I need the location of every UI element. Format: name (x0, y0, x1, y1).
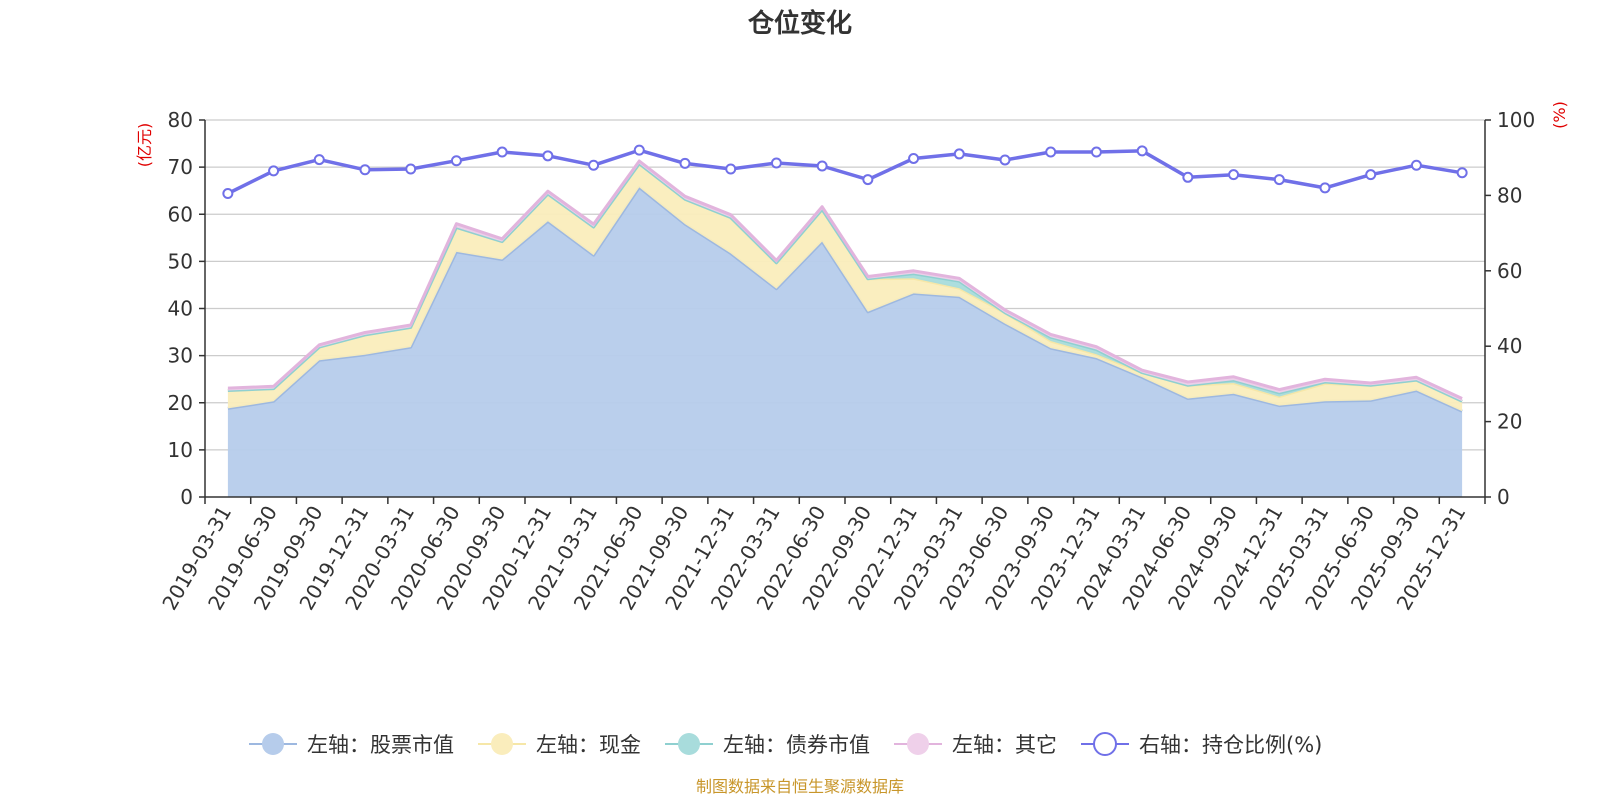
ratio-point (313, 154, 325, 166)
area-line-series-4 (227, 159, 1463, 400)
ratio-point (1182, 171, 1194, 183)
ratio-point (862, 174, 874, 186)
legend-label: 右轴：持仓比例(%) (1139, 733, 1322, 757)
right-axis-unit: (%) (1550, 101, 1569, 129)
legend-swatch-marker (491, 733, 513, 755)
right-tick-label: 80 (1497, 183, 1522, 207)
ratio-point (1319, 182, 1331, 194)
right-tick-label: 0 (1497, 485, 1510, 509)
legend-item-1[interactable]: 左轴：股票市值 (249, 733, 454, 757)
ratio-point (496, 146, 508, 158)
ratio-point (405, 163, 417, 175)
left-tick-label: 60 (168, 202, 193, 226)
legend-label: 左轴：现金 (536, 733, 641, 757)
ratio-point (542, 150, 554, 162)
ratio-point (908, 152, 920, 164)
ratio-point (1456, 167, 1468, 179)
area-series-1 (227, 187, 1463, 497)
left-tick-label: 50 (168, 249, 193, 273)
legend-swatch-marker (907, 733, 929, 755)
legend-item-2[interactable]: 左轴：现金 (478, 733, 641, 757)
legend-item-3[interactable]: 左轴：债券市值 (665, 733, 870, 757)
area-series-2 (227, 163, 1463, 412)
data-source-note: 制图数据来自恒生聚源数据库 (696, 777, 904, 796)
ratio-point (953, 148, 965, 160)
ratio-point (1136, 145, 1148, 157)
ratio-line (227, 148, 1463, 196)
ratio-point (359, 164, 371, 176)
ratio-point (725, 163, 737, 175)
ratio-point (1365, 169, 1377, 181)
left-axis-unit: (亿元) (135, 123, 154, 168)
ratio-point (268, 165, 280, 177)
right-tick-label: 100 (1497, 108, 1535, 132)
legend-swatch-marker (678, 733, 700, 755)
holding-ratio-line (222, 144, 1468, 200)
left-tick-label: 0 (180, 485, 193, 509)
right-tick-label: 20 (1497, 410, 1522, 434)
ratio-point (633, 144, 645, 156)
stacked-areas (227, 159, 1463, 497)
ratio-point (222, 188, 234, 200)
ratio-point (999, 154, 1011, 166)
ratio-point (1045, 146, 1057, 158)
ratio-point (1090, 146, 1102, 158)
legend-label: 左轴：股票市值 (307, 733, 454, 757)
left-tick-label: 40 (168, 297, 193, 321)
ratio-point (450, 155, 462, 167)
legend-item-4[interactable]: 左轴：其它 (894, 733, 1057, 757)
ratio-point (1273, 174, 1285, 186)
legend-item-5[interactable]: 右轴：持仓比例(%) (1081, 732, 1322, 757)
ratio-point (1410, 159, 1422, 171)
right-tick-label: 40 (1497, 334, 1522, 358)
legend-swatch-marker (1093, 732, 1117, 756)
chart-title: 仓位变化 (747, 8, 852, 39)
legend-label: 左轴：其它 (952, 733, 1057, 757)
left-tick-label: 20 (168, 391, 193, 415)
legend[interactable]: 左轴：股票市值 左轴：现金 左轴：债券市值 左轴：其它 右轴：持仓比例(%) (249, 732, 1322, 757)
ratio-point (679, 157, 691, 169)
left-tick-label: 10 (168, 438, 193, 462)
left-tick-label: 30 (168, 344, 193, 368)
ratio-point (1228, 169, 1240, 181)
ratio-point (588, 159, 600, 171)
right-tick-label: 60 (1497, 259, 1522, 283)
left-tick-label: 80 (168, 108, 193, 132)
legend-swatch-marker (262, 733, 284, 755)
left-tick-label: 70 (168, 155, 193, 179)
ratio-point (816, 160, 828, 172)
ratio-point (770, 157, 782, 169)
legend-label: 左轴：债券市值 (723, 733, 870, 757)
